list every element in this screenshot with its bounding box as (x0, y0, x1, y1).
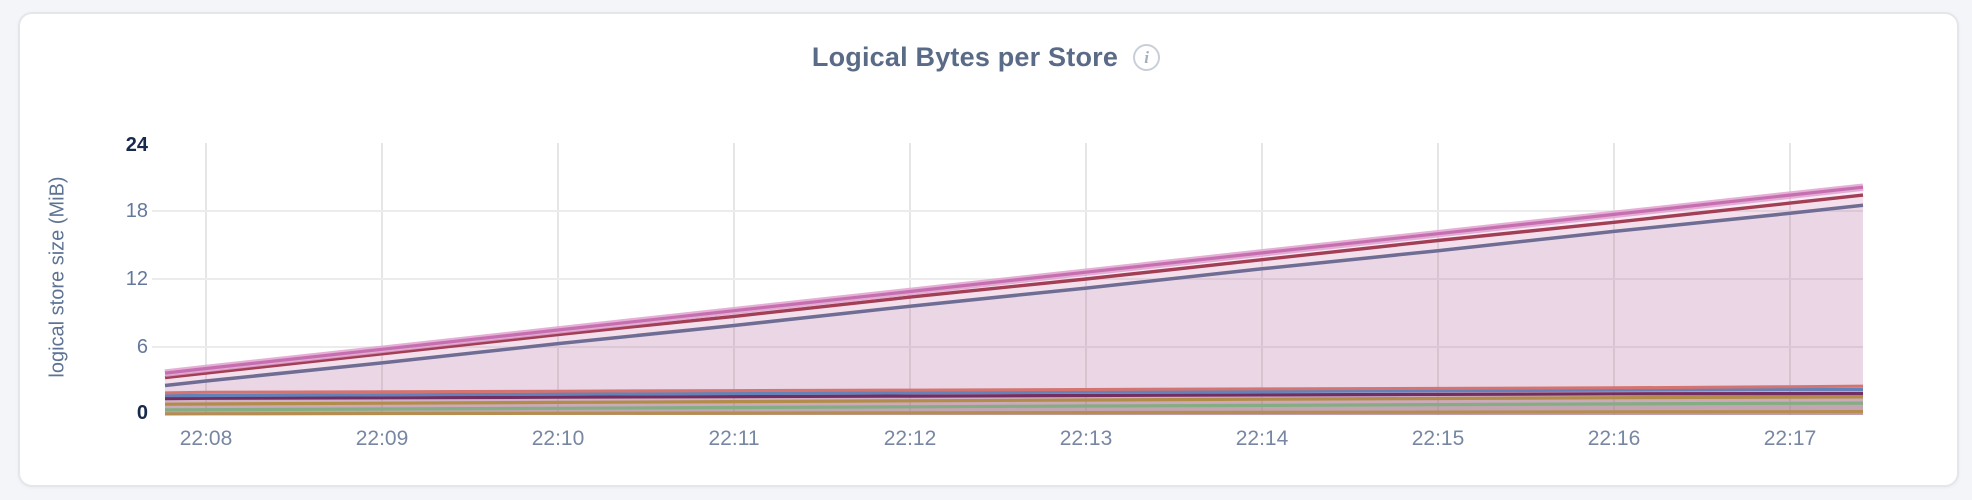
series-line-store-tan (164, 410, 1864, 416)
info-icon[interactable]: i (1133, 44, 1161, 71)
y-tick-0: 0 (136, 402, 148, 424)
x-tick-2211: 22:11 (708, 427, 760, 450)
chart-header: Logical Bytes per Store i (0, 42, 1972, 73)
x-tick-2208: 22:08 (179, 427, 233, 450)
series-line-store-slate (164, 203, 1864, 388)
x-tick-2217: 22:17 (1763, 427, 1817, 450)
series-fill-store-slate (165, 205, 1863, 415)
x-tick-2212: 22:12 (883, 427, 937, 450)
series-line-store-pink-top (164, 185, 1864, 375)
y-tick-6: 6 (136, 336, 148, 358)
x-tick-2216: 22:16 (1587, 427, 1641, 450)
chart-title: Logical Bytes per Store (811, 42, 1119, 72)
series-fill-store-pink-top (165, 187, 1863, 415)
series-line-store-gold (164, 395, 1864, 406)
x-tick-2210: 22:10 (531, 427, 585, 450)
info-icon-glyph: i (1144, 47, 1149, 67)
y-tick-18: 18 (125, 200, 148, 222)
x-tick-2209: 22:09 (355, 427, 409, 450)
y-tick-12: 12 (125, 268, 148, 290)
series-line-store-dark-magenta (164, 391, 1864, 401)
x-tick-2215: 22:15 (1411, 427, 1465, 450)
series-line-store-blue (164, 387, 1864, 398)
series-line-store-crimson (164, 193, 1864, 380)
x-tick-2213: 22:13 (1059, 427, 1113, 450)
series-line-store-green (164, 401, 1864, 412)
series-line-store-salmon (164, 384, 1864, 395)
x-tick-2214: 22:14 (1235, 427, 1289, 450)
y-tick-24: 24 (125, 134, 148, 156)
